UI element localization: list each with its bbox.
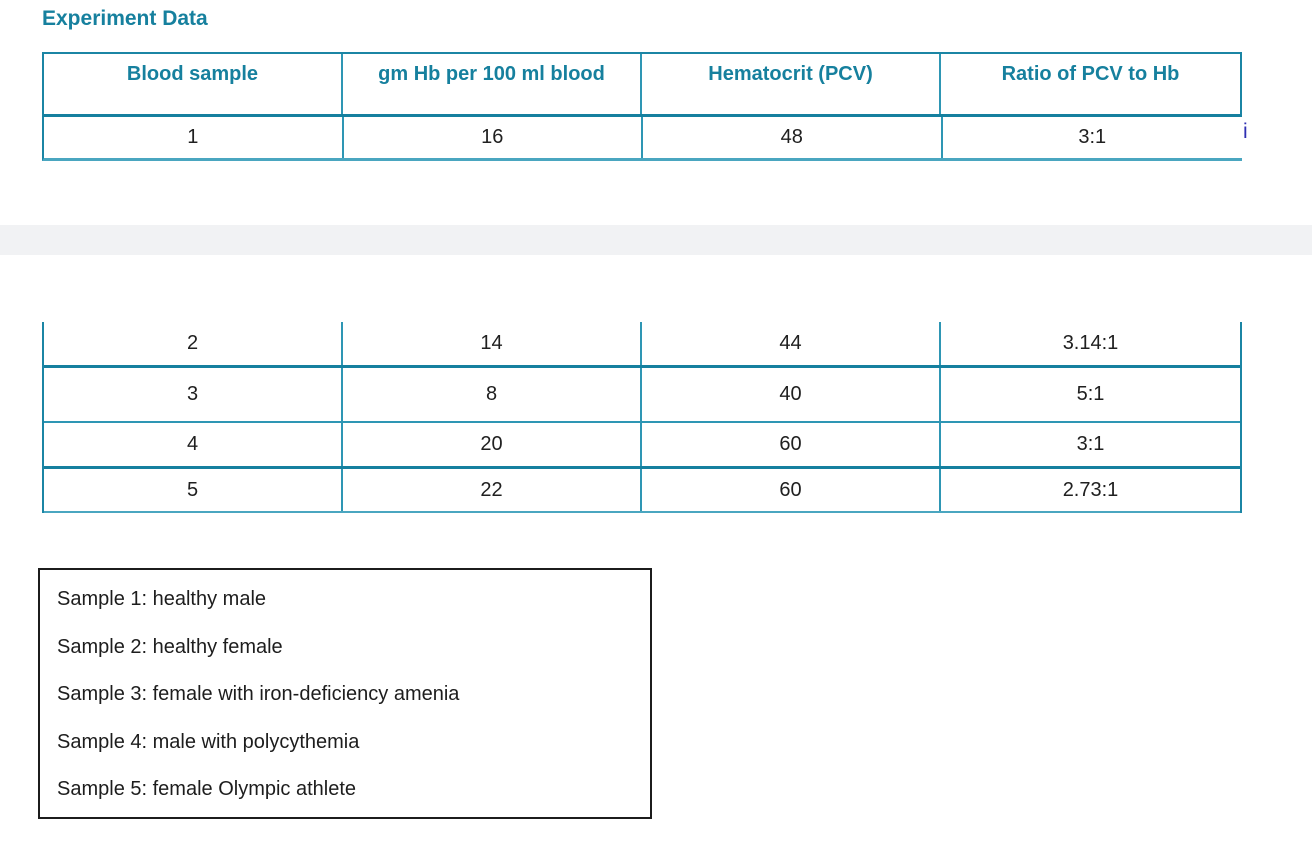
table-cell: 3:1 [1076,433,1105,455]
table-row-sample-4: 4 20 60 3:1 [44,423,1240,469]
table-cell: 2 [44,322,343,365]
horizontal-gray-band [0,225,1312,255]
table-cell: 3:1 [1078,126,1107,148]
legend-line-sample-5: Sample 5: female Olympic athlete [57,778,357,801]
table-row-sample-5: 5 22 60 2.73:1 [44,469,1240,513]
table-cell: 5:1 [1076,383,1105,405]
table-cell: 1 [44,117,344,158]
table-cell: 3 [44,368,343,421]
table-cell: 22 [343,469,642,511]
table-row-sample-1: 1 16 48 3:1 [42,117,1242,161]
table-header-row: Blood sample gm Hb per 100 ml blood Hema… [42,52,1242,117]
stray-text-i: i [1243,120,1248,143]
column-header-blood-sample: Blood sample [44,54,343,114]
table-cell: 60 [642,469,941,511]
table-cell: 16 [344,117,643,158]
table-cell: 3.14:1 [1062,332,1119,354]
table-cell: 40 [642,368,941,421]
table-cell: 8 [343,368,642,421]
column-header-hematocrit: Hematocrit (PCV) [642,54,941,114]
column-header-gm-hb: gm Hb per 100 ml blood [343,54,642,114]
experiment-data-table-top: Blood sample gm Hb per 100 ml blood Hema… [42,52,1242,161]
table-row-sample-2: 2 14 44 3.14:1 [44,322,1240,368]
legend-line-sample-3: Sample 3: female with iron-deficiency am… [57,683,460,706]
column-header-ratio: Ratio of PCV to Hb [1001,63,1180,85]
page-title: Experiment Data [42,7,208,30]
legend-line-sample-1: Sample 1: healthy male [57,588,267,611]
table-cell: 5 [44,469,343,511]
table-cell: 4 [44,423,343,466]
table-row-sample-3: 3 8 40 5:1 [44,368,1240,423]
table-cell: 20 [343,423,642,466]
legend-line-sample-2: Sample 2: healthy female [57,635,283,658]
experiment-data-table-bottom: 2 14 44 3.14:1 3 8 40 5:1 4 20 60 3:1 5 … [42,322,1242,513]
table-cell: 60 [642,423,941,466]
table-cell: 14 [343,322,642,365]
legend-line-sample-4: Sample 4: male with polycythemia [57,730,360,753]
table-cell: 48 [643,117,943,158]
sample-legend-box: Sample 1: healthy male Sample 2: healthy… [38,568,652,819]
table-cell: 44 [642,322,941,365]
table-cell: 2.73:1 [1062,478,1119,501]
